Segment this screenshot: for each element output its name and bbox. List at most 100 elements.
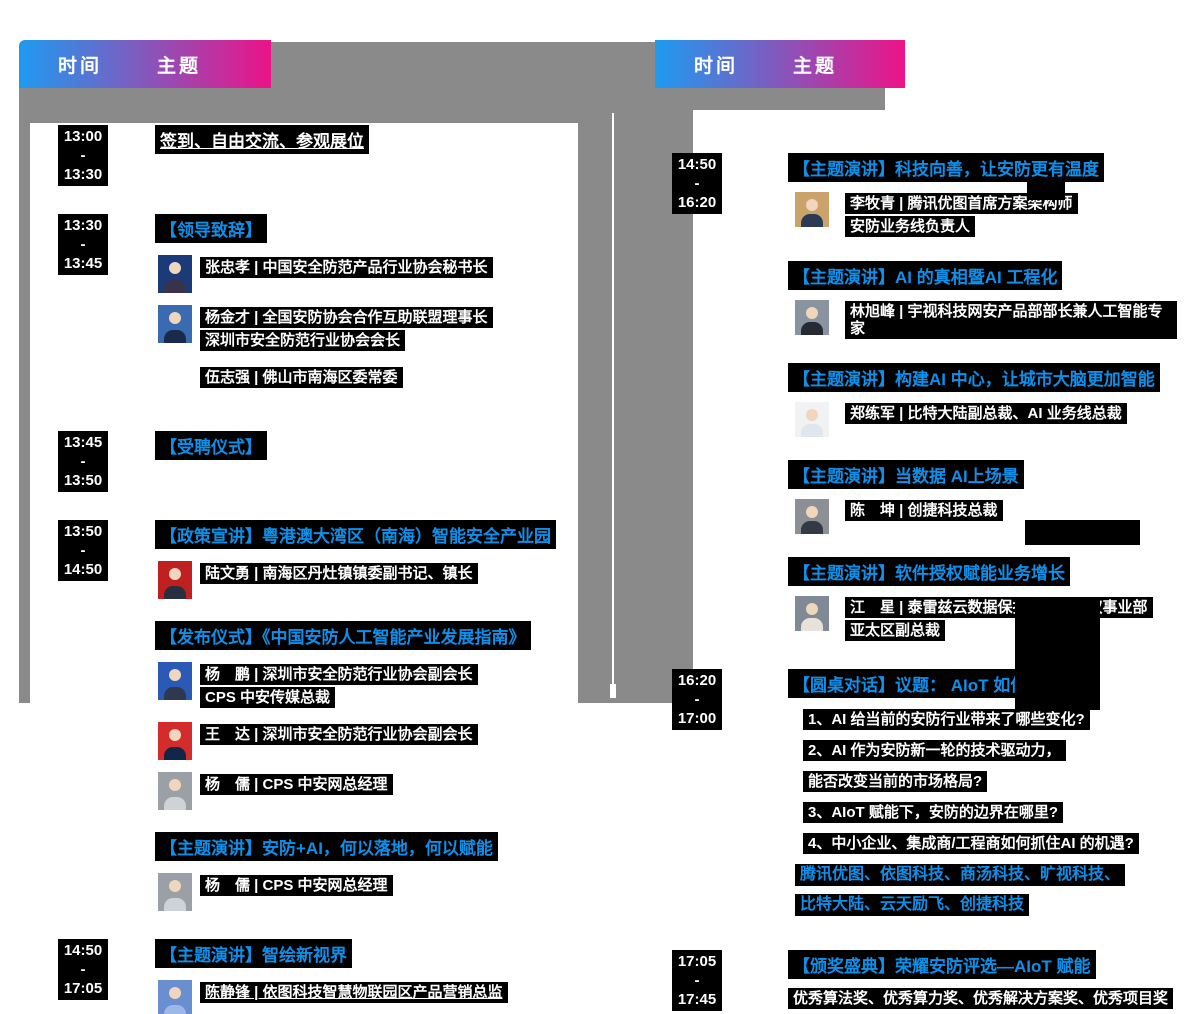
time-range: 13:30-13:45 [58, 214, 108, 275]
speaker-lines: 李牧青 | 腾讯优图首席方案架构师 安防业务线负责人 [845, 192, 1078, 239]
block-content: 【圆桌对话】议题： AIoT 如何赋能安防 1、AI 给当前的安防行业带来了哪些变… [788, 669, 1177, 924]
speaker-name-role: 陆文勇 | 南海区丹灶镇镇委副书记、镇长 [200, 563, 478, 584]
speaker-row: 陈静锋 | 依图科技智慧物联园区产品营销总监 [155, 980, 578, 1014]
speaker-name-role: 深圳市安全防范行业协会会长 [200, 330, 406, 351]
photo-spacer [158, 365, 192, 366]
speaker-row: 杨 鹏 | 深圳市安全防范行业协会副会长 CPS 中安传媒总裁 [155, 662, 578, 710]
speaker-lines: 王 达 | 深圳市安全防范行业协会副会长 [200, 722, 478, 747]
speaker-photo [158, 873, 192, 911]
speaker-photo [795, 192, 829, 227]
session-title-row: 【主题演讲】科技向善，让安防更有温度 [788, 153, 1177, 182]
speaker-name-role[interactable]: 陈静锋 | 依图科技智慧物联园区产品营销总监 [200, 982, 508, 1003]
speaker-lines: 郑练军 | 比特大陆副总裁、AI 业务线总裁 [845, 402, 1127, 426]
block-content: 【政策宣讲】粤港澳大湾区（南海）智能安全产业园陆文勇 | 南海区丹灶镇镇委副书记… [155, 520, 578, 911]
speaker-row: 杨 儒 | CPS 中安网总经理 [155, 873, 578, 911]
agenda-block: 16:20-17:00 【圆桌对话】议题： AIoT 如何赋能安防 1、AI 给当前… [672, 669, 1177, 924]
speaker-row: 陆文勇 | 南海区丹灶镇镇委副书记、镇长 [155, 561, 578, 599]
agenda-block: 13:30-13:45 【领导致辞】 张忠孝 | 中国安全防范产品行业协会秘书长 杨金… [58, 214, 578, 403]
column-divider-line [612, 113, 614, 693]
speaker-photo [158, 722, 192, 760]
participant-companies-text: 比特大陆、云天励飞、创捷科技 [795, 894, 1030, 916]
session-title-row: 【领导致辞】 [155, 214, 578, 243]
session-title: 【受聘仪式】 [155, 431, 267, 460]
session-link-row: 签到、自由交流、参观展位 [155, 125, 578, 154]
session-title-row: 【主题演讲】AI 的真相暨AI 工程化 [788, 261, 1177, 290]
agenda-block: 13:00-13:30 签到、自由交流、参观展位 [58, 125, 578, 186]
participant-companies-line: 腾讯优图、依图科技、商汤科技、旷视科技、 [795, 864, 1177, 886]
time-cell: 16:20-17:00 [672, 669, 788, 730]
session-title: 【主题演讲】构建AI 中心，让城市大脑更加智能 [788, 363, 1160, 392]
speaker-photo [795, 596, 829, 631]
speaker-lines: 林旭峰 | 宇视科技网安产品部部长兼人工智能专家 [845, 300, 1177, 341]
time-range: 17:05-17:45 [672, 950, 722, 1011]
gray-backdrop-left-strip [19, 123, 30, 703]
session-title-row: 【主题演讲】智绘新视界 [155, 939, 578, 968]
discussion-question-text: 4、中小企业、集成商/工程商如何抓住AI 的机遇? [803, 833, 1139, 854]
agenda-column-right: 14:50-16:20 【主题演讲】科技向善，让安防更有温度李牧青 | 腾讯优图首… [672, 127, 1177, 1011]
speaker-row: 陈 坤 | 创捷科技总裁 [788, 499, 1177, 535]
session-title-row: 【主题演讲】当数据 AI上场景 [788, 460, 1177, 489]
session-title: 【领导致辞】 [155, 214, 267, 243]
time-range: 13:45-13:50 [58, 431, 108, 492]
speaker-name-role: 杨 儒 | CPS 中安网总经理 [200, 875, 393, 896]
speaker-name-role: 杨金才 | 全国安防协会合作互助联盟理事长 [200, 307, 493, 328]
participant-companies-line: 比特大陆、云天励飞、创捷科技 [795, 894, 1177, 916]
participant-companies-text: 腾讯优图、依图科技、商汤科技、旷视科技、 [795, 864, 1126, 886]
speaker-lines: 杨 鹏 | 深圳市安全防范行业协会副会长 CPS 中安传媒总裁 [200, 662, 478, 710]
block-content: 签到、自由交流、参观展位 [155, 125, 578, 154]
speaker-name-role: 张忠孝 | 中国安全防范产品行业协会秘书长 [200, 257, 493, 278]
time-cell: 14:50-17:05 [58, 939, 155, 1000]
discussion-question: 2、AI 作为安防新一轮的技术驱动力， [803, 740, 1177, 763]
block-content: 【颁奖盛典】荣耀安防评选—AIoT 赋能 优秀算法奖、优秀算力奖、优秀解决方案奖、… [788, 950, 1177, 1011]
speaker-name-role: 伍志强 | 佛山市南海区委常委 [200, 367, 403, 388]
discussion-question: 1、AI 给当前的安防行业带来了哪些变化? [803, 709, 1177, 732]
session-title: 【主题演讲】AI 的真相暨AI 工程化 [788, 261, 1063, 290]
speaker-photo [158, 561, 192, 599]
discussion-question-text: 2、AI 作为安防新一轮的技术驱动力， [803, 740, 1066, 761]
time-cell: 13:30-13:45 [58, 214, 155, 275]
speaker-row: 江 星 | 泰雷兹云数据保护与软件授权事业部 亚太区副总裁 [788, 596, 1177, 643]
session-title-row: 【受聘仪式】 [155, 431, 578, 460]
speaker-lines: 伍志强 | 佛山市南海区委常委 [200, 365, 403, 390]
participant-companies: 腾讯优图、依图科技、商汤科技、旷视科技、 比特大陆、云天励飞、创捷科技 [795, 864, 1177, 916]
speaker-photo [795, 300, 829, 335]
speaker-name-role: 李牧青 | 腾讯优图首席方案架构师 [845, 193, 1078, 214]
speaker-photo [158, 662, 192, 700]
session-title: 【颁奖盛典】荣耀安防评选—AIoT 赋能 [788, 950, 1096, 979]
session-title-row: 【发布仪式】《中国安防人工智能产业发展指南》 [155, 621, 578, 650]
discussion-question: 3、AIoT 赋能下，安防的边界在哪里? [803, 802, 1177, 825]
topic-column-label: 主题 [157, 55, 202, 77]
session-title-row: 【颁奖盛典】荣耀安防评选—AIoT 赋能 [788, 950, 1177, 979]
time-range: 16:20-17:00 [672, 669, 722, 730]
session-title: 【主题演讲】科技向善，让安防更有温度 [788, 153, 1104, 182]
time-cell: 13:50-14:50 [58, 520, 155, 581]
agenda-block: 14:50-17:05 【主题演讲】智绘新视界陈静锋 | 依图科技智慧物联园区产品… [58, 939, 578, 1014]
speaker-row: 王 达 | 深圳市安全防范行业协会副会长 [155, 722, 578, 760]
gray-backdrop-middle-strip [578, 123, 693, 703]
speaker-row: 杨金才 | 全国安防协会合作互助联盟理事长 深圳市安全防范行业协会会长 [155, 305, 578, 353]
time-range: 14:50-17:05 [58, 939, 108, 1000]
time-cell: 13:45-13:50 [58, 431, 155, 492]
time-cell: 17:05-17:45 [672, 950, 788, 1011]
block-content: 【主题演讲】智绘新视界陈静锋 | 依图科技智慧物联园区产品营销总监 [155, 939, 578, 1014]
session-title-row: 【主题演讲】安防+AI，何以落地，何以赋能 [155, 832, 578, 861]
session-link[interactable]: 签到、自由交流、参观展位 [155, 125, 369, 154]
speaker-lines: 杨 儒 | CPS 中安网总经理 [200, 873, 393, 898]
speaker-name-role: 郑练军 | 比特大陆副总裁、AI 业务线总裁 [845, 403, 1127, 424]
session-title: 【主题演讲】软件授权赋能业务增长 [788, 557, 1070, 586]
speaker-name-role: 杨 鹏 | 深圳市安全防范行业协会副会长 [200, 664, 478, 685]
time-range: 14:50-16:20 [672, 153, 722, 214]
discussion-question: 4、中小企业、集成商/工程商如何抓住AI 的机遇? [803, 833, 1177, 856]
speaker-name-role: 江 星 | 泰雷兹云数据保护与软件授权事业部 [845, 597, 1153, 618]
speaker-name-role: 亚太区副总裁 [845, 620, 946, 641]
speaker-photo [158, 255, 192, 293]
speaker-lines: 陆文勇 | 南海区丹灶镇镇委副书记、镇长 [200, 561, 478, 586]
speaker-lines: 陈 坤 | 创捷科技总裁 [845, 499, 1003, 523]
column-divider-nub [610, 684, 616, 698]
session-title-row: 【政策宣讲】粤港澳大湾区（南海）智能安全产业园 [155, 520, 578, 549]
speaker-lines: 江 星 | 泰雷兹云数据保护与软件授权事业部 亚太区副总裁 [845, 596, 1153, 643]
speaker-photo [795, 402, 829, 437]
discussion-question-text: 能否改变当前的市场格局? [803, 771, 988, 792]
agenda-column-left: 13:00-13:30 签到、自由交流、参观展位 13:30-13:45 【领导致辞】… [58, 125, 578, 1014]
